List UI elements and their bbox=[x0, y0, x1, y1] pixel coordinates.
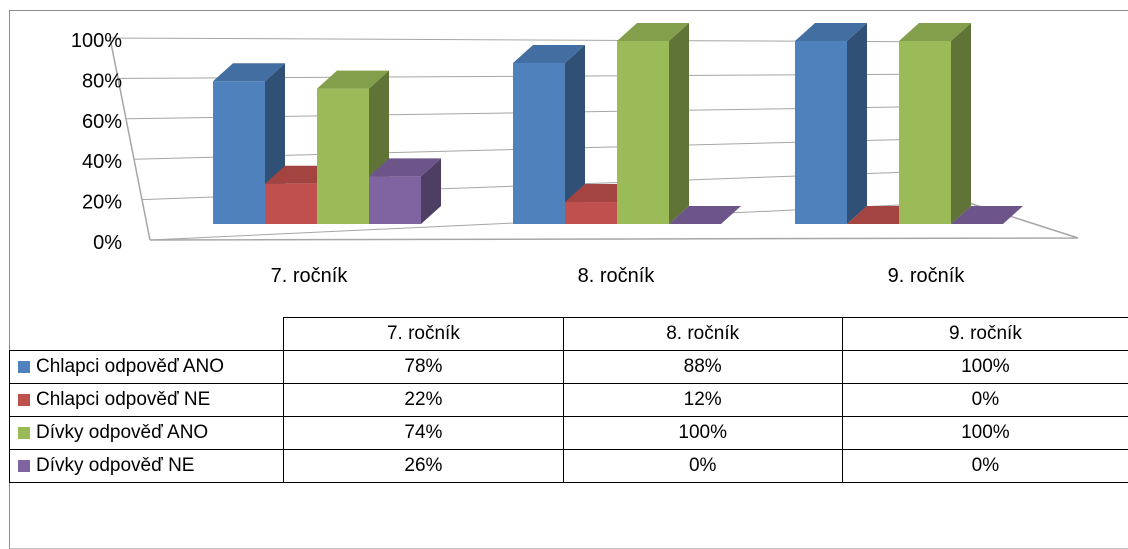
series-label: Dívky odpověď NE bbox=[36, 455, 195, 476]
bar bbox=[369, 158, 441, 224]
bar-front-face bbox=[317, 88, 369, 224]
bar-top-face bbox=[795, 23, 867, 41]
bar-side-face bbox=[669, 23, 689, 224]
table-cell: 78% bbox=[283, 350, 564, 384]
y-tick-label: 100% bbox=[71, 30, 122, 52]
bars bbox=[213, 23, 1023, 225]
table-corner bbox=[9, 317, 285, 351]
y-axis-line bbox=[109, 37, 151, 241]
series-label: Dívky odpověď ANO bbox=[36, 422, 209, 443]
bar-side-face bbox=[565, 44, 585, 225]
bar-front-face bbox=[899, 41, 951, 224]
legend-swatch-icon bbox=[18, 361, 30, 373]
bar-front-face bbox=[265, 183, 317, 224]
legend-swatch-icon bbox=[18, 460, 30, 472]
table-header-cell: 8. ročník bbox=[562, 317, 843, 351]
bar bbox=[899, 23, 971, 224]
x-category-label: 9. ročník bbox=[888, 265, 966, 287]
bar-top-face bbox=[617, 23, 689, 41]
table-row: Chlapci odpověď ANO 78% 88% 100% bbox=[8, 350, 1128, 384]
bar-side-face bbox=[421, 158, 441, 224]
bar-front-face bbox=[513, 62, 565, 225]
bar bbox=[951, 206, 1023, 224]
y-tick-label: 80% bbox=[82, 70, 122, 92]
table-header-row: 7. ročník 8. ročník 9. ročník bbox=[9, 317, 1128, 351]
series-label: Chlapci odpověď ANO bbox=[36, 356, 225, 377]
table-cell: 100% bbox=[562, 416, 843, 450]
data-table: 7. ročník 8. ročník 9. ročník Chlapci od… bbox=[8, 317, 1128, 483]
bar-top-face bbox=[369, 158, 441, 177]
table-cell: 74% bbox=[283, 416, 564, 450]
bar-front-face bbox=[369, 176, 421, 224]
bar bbox=[669, 206, 741, 224]
bar-front-face bbox=[795, 41, 847, 224]
table-cell: 100% bbox=[841, 416, 1128, 450]
table-cell: 100% bbox=[841, 350, 1128, 384]
bar-top-face bbox=[317, 70, 389, 89]
x-category-label: 8. ročník bbox=[578, 265, 656, 287]
y-tick-label: 60% bbox=[82, 111, 122, 133]
y-axis-ticks: 0% 20% 40% 60% 80% 100% bbox=[71, 30, 122, 254]
table-cell: 26% bbox=[283, 449, 564, 483]
bar bbox=[513, 44, 585, 225]
bar-side-face bbox=[847, 23, 867, 224]
chart-plot: 0% 20% 40% 60% 80% 100% 7. ročník 8. ročník 9. … bbox=[71, 23, 1079, 287]
bar-top-face bbox=[951, 206, 1023, 224]
table-cell: 22% bbox=[283, 383, 564, 417]
bar-top-face bbox=[669, 206, 741, 224]
table-row: Chlapci odpověď NE 22% 12% 0% bbox=[8, 383, 1128, 417]
bar-front-face bbox=[617, 41, 669, 224]
bar bbox=[795, 23, 867, 224]
table-row: Dívky odpověď ANO 74% 100% 100% bbox=[8, 416, 1128, 450]
x-axis-categories: 7. ročník 8. ročník 9. ročník bbox=[271, 265, 966, 287]
x-category-label: 7. ročník bbox=[271, 265, 349, 287]
bar-top-face bbox=[899, 23, 971, 41]
bar-top-face bbox=[213, 63, 285, 82]
y-tick-label: 0% bbox=[93, 232, 122, 254]
table-header-cell: 7. ročník bbox=[283, 317, 564, 351]
y-tick-label: 40% bbox=[82, 151, 122, 173]
bar-front-face bbox=[565, 202, 617, 224]
table-cell: 0% bbox=[562, 449, 843, 483]
table-header-cell: 9. ročník bbox=[841, 317, 1128, 351]
series-label: Chlapci odpověď NE bbox=[36, 389, 211, 410]
legend-swatch-icon bbox=[18, 427, 30, 439]
legend-swatch-icon bbox=[18, 394, 30, 406]
y-tick-label: 20% bbox=[82, 192, 122, 214]
bar bbox=[617, 23, 689, 224]
table-cell: 0% bbox=[841, 383, 1128, 417]
table-cell: 0% bbox=[841, 449, 1128, 483]
bar-side-face bbox=[951, 23, 971, 224]
table-row: Dívky odpověď NE 26% 0% 0% bbox=[8, 449, 1128, 483]
bar-front-face bbox=[213, 81, 265, 224]
table-cell: 88% bbox=[562, 350, 843, 384]
table-cell: 12% bbox=[562, 383, 843, 417]
bar-top-face bbox=[513, 44, 585, 63]
